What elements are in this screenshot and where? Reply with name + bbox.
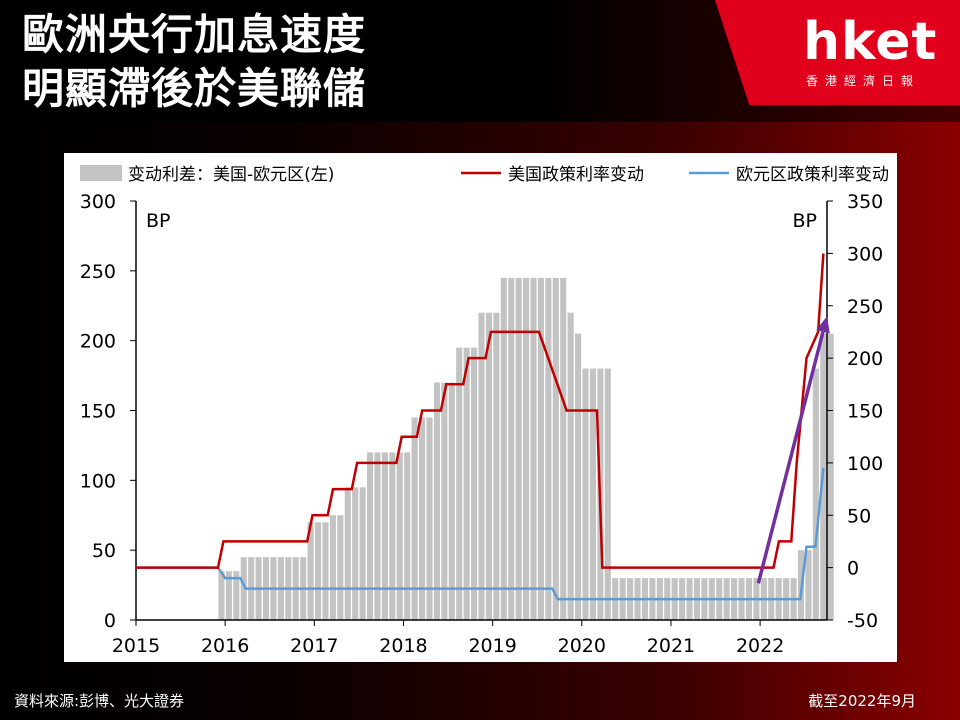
bar — [552, 277, 559, 620]
us-rate-line — [136, 253, 825, 569]
logo: hket — [803, 12, 938, 72]
bar — [433, 382, 440, 620]
y-left-tick-label: 300 — [80, 191, 116, 213]
x-tick-label: 2021 — [647, 635, 695, 657]
bar — [367, 452, 374, 620]
bar — [448, 382, 455, 620]
legend-label-eu: 欧元区政策利率变动 — [736, 165, 889, 185]
page-title-line-1: 歐洲央行加息速度 — [22, 10, 367, 59]
bar — [225, 571, 232, 620]
bar — [411, 417, 418, 620]
bar — [485, 312, 492, 620]
bar — [560, 277, 567, 620]
line-series — [136, 253, 830, 601]
bar — [523, 277, 530, 620]
y-right-tick-label: 350 — [847, 191, 883, 213]
bar — [575, 333, 582, 620]
y-right-tick-label: 200 — [847, 348, 883, 370]
x-tick-label: 2017 — [290, 635, 338, 657]
y-left-tick-label: 50 — [92, 540, 116, 562]
bar — [359, 487, 366, 620]
x-tick-label: 2020 — [558, 635, 606, 657]
logo-shape — [715, 0, 960, 105]
bar — [827, 333, 834, 620]
bar — [307, 522, 314, 620]
y-left-tick-label: 0 — [104, 610, 116, 632]
bar — [337, 515, 344, 620]
source-note: 資料來源:彭博、光大證券 — [14, 692, 185, 710]
eu-rate-line — [136, 467, 825, 601]
y-left-unit: BP — [146, 210, 171, 232]
bar — [381, 452, 388, 620]
y-right-unit: BP — [793, 210, 818, 232]
y-left-tick-label: 250 — [80, 261, 116, 283]
bar — [493, 312, 500, 620]
y-right-tick-label: 300 — [847, 243, 883, 265]
bar — [396, 452, 403, 620]
bar — [805, 550, 812, 620]
y-right-tick-label: 150 — [847, 401, 883, 423]
bar — [471, 347, 478, 620]
x-tick-label: 2019 — [468, 635, 516, 657]
trend-arrow-shaft — [756, 331, 825, 584]
bar — [314, 522, 322, 620]
bar — [344, 487, 351, 620]
legend-swatch-spread — [80, 165, 122, 181]
chart: 变动利差：美国-欧元区(左) 美国政策利率变动 欧元区政策利率变动 0 50 100 15… — [80, 165, 889, 657]
page-title-line-2: 明顯滯後於美聯儲 — [22, 64, 367, 113]
bar — [352, 487, 359, 620]
bar — [240, 557, 247, 620]
y-right-tick-label: 250 — [847, 296, 883, 318]
bar — [419, 417, 426, 620]
bar — [374, 452, 381, 620]
bar — [404, 452, 411, 620]
bar — [218, 571, 225, 620]
y-left-tick-label: 150 — [80, 401, 116, 423]
bar — [604, 368, 611, 620]
bar — [441, 382, 448, 620]
bar — [530, 277, 537, 620]
y-right-tick-label: 100 — [847, 453, 883, 475]
y-right-tick-label: -50 — [847, 610, 878, 632]
bar — [545, 277, 552, 620]
bar — [537, 277, 544, 620]
x-tick-label: 2022 — [736, 635, 784, 657]
bar — [589, 368, 596, 620]
x-tick-label: 2015 — [112, 635, 160, 657]
x-tick-label: 2018 — [379, 635, 427, 657]
y-right-tick-label: 0 — [847, 558, 859, 580]
axes: 0 50 100 150 200 250 300 -50 0 50 100 150 200 250 300 3… — [80, 191, 884, 657]
bar — [389, 452, 396, 620]
legend: 变动利差：美国-欧元区(左) 美国政策利率变动 欧元区政策利率变动 — [80, 165, 889, 185]
bar — [582, 368, 589, 620]
bar — [500, 277, 507, 620]
y-left-tick-label: 200 — [80, 331, 116, 353]
legend-label-spread: 变动利差：美国-欧元区(左) — [128, 165, 334, 185]
bar — [456, 347, 463, 620]
y-left-tick-label: 100 — [80, 470, 116, 492]
logo-subtitle: 香港經濟日報 — [806, 74, 921, 88]
bar — [478, 312, 485, 620]
trend-arrow-head — [816, 316, 830, 334]
x-tick-label: 2016 — [201, 635, 249, 657]
as-of-date: 截至2022年9月 — [808, 692, 916, 710]
bar — [567, 312, 574, 620]
y-right-tick-label: 50 — [847, 505, 871, 527]
bar — [426, 417, 433, 620]
bar — [515, 277, 522, 620]
bar — [463, 347, 470, 620]
bar — [508, 277, 515, 620]
bar — [329, 515, 336, 620]
bar — [233, 571, 240, 620]
bar — [812, 368, 819, 620]
chart-panel: 变动利差：美国-欧元区(左) 美国政策利率变动 欧元区政策利率变动 0 50 100 15… — [64, 153, 897, 662]
legend-label-us: 美国政策利率变动 — [508, 165, 644, 185]
bar — [322, 522, 329, 620]
